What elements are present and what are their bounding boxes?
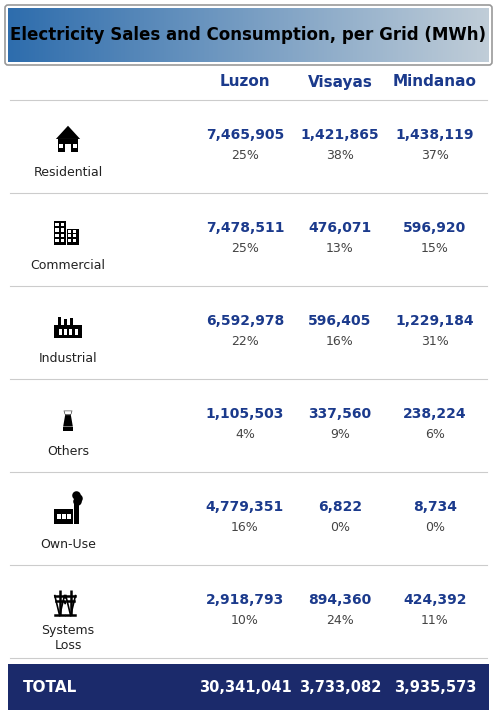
Bar bbox=[61, 239, 64, 243]
Bar bbox=[56, 223, 59, 227]
Text: 6,822: 6,822 bbox=[318, 500, 362, 514]
Text: Visayas: Visayas bbox=[308, 74, 372, 90]
Text: 31%: 31% bbox=[421, 335, 449, 348]
Text: Mindanao: Mindanao bbox=[393, 74, 477, 90]
Text: Industrial: Industrial bbox=[39, 352, 97, 365]
Bar bbox=[73, 235, 76, 238]
Text: 37%: 37% bbox=[421, 149, 449, 162]
Bar bbox=[74, 503, 80, 523]
Polygon shape bbox=[64, 411, 73, 415]
Polygon shape bbox=[56, 126, 80, 139]
Bar bbox=[54, 222, 66, 245]
Text: 13%: 13% bbox=[326, 243, 354, 256]
Bar bbox=[73, 144, 77, 148]
Bar bbox=[68, 230, 71, 232]
Text: 9%: 9% bbox=[330, 428, 350, 441]
Text: 476,071: 476,071 bbox=[308, 222, 372, 235]
Text: 596,405: 596,405 bbox=[308, 314, 372, 329]
Bar bbox=[71, 513, 72, 519]
Bar bbox=[54, 326, 82, 337]
Text: Own-Use: Own-Use bbox=[40, 538, 96, 551]
Bar bbox=[75, 329, 78, 334]
Text: 1,105,503: 1,105,503 bbox=[206, 407, 284, 422]
Text: Commercial: Commercial bbox=[30, 259, 105, 272]
Text: Electricity Sales and Consumption, per Grid (MWh): Electricity Sales and Consumption, per G… bbox=[10, 26, 487, 44]
Bar bbox=[61, 228, 64, 232]
Text: 4%: 4% bbox=[235, 428, 255, 441]
Text: 22%: 22% bbox=[231, 335, 259, 348]
Text: 24%: 24% bbox=[326, 614, 354, 627]
Bar bbox=[57, 513, 71, 519]
Bar bbox=[54, 509, 73, 523]
Polygon shape bbox=[64, 411, 72, 414]
Bar bbox=[58, 317, 61, 331]
Text: 424,392: 424,392 bbox=[403, 593, 467, 607]
Bar bbox=[56, 228, 59, 232]
Text: 596,920: 596,920 bbox=[404, 222, 467, 235]
Text: Residential: Residential bbox=[33, 166, 102, 179]
Text: 1,229,184: 1,229,184 bbox=[396, 314, 474, 329]
Text: 0%: 0% bbox=[425, 521, 445, 534]
Bar bbox=[71, 318, 74, 331]
Bar bbox=[59, 329, 62, 334]
Text: 38%: 38% bbox=[326, 149, 354, 162]
Bar bbox=[63, 427, 73, 430]
Text: TOTAL: TOTAL bbox=[23, 679, 77, 695]
Text: 7,478,511: 7,478,511 bbox=[206, 222, 284, 235]
Text: Others: Others bbox=[47, 445, 89, 458]
Text: 894,360: 894,360 bbox=[308, 593, 372, 607]
Text: 8,734: 8,734 bbox=[413, 500, 457, 514]
Text: 1,421,865: 1,421,865 bbox=[301, 129, 379, 142]
Text: 10%: 10% bbox=[231, 614, 259, 627]
Bar bbox=[61, 223, 64, 227]
Bar bbox=[68, 235, 71, 238]
Bar bbox=[64, 329, 67, 334]
Text: 6%: 6% bbox=[425, 428, 445, 441]
Text: 3,935,573: 3,935,573 bbox=[394, 679, 476, 695]
Text: 238,224: 238,224 bbox=[403, 407, 467, 422]
Text: Systems
Loss: Systems Loss bbox=[41, 624, 94, 651]
Text: 4,779,351: 4,779,351 bbox=[206, 500, 284, 514]
Polygon shape bbox=[63, 415, 73, 427]
Bar bbox=[69, 329, 73, 334]
Text: 1,438,119: 1,438,119 bbox=[396, 129, 474, 142]
Text: 25%: 25% bbox=[231, 243, 259, 256]
Bar bbox=[64, 319, 67, 331]
Text: 6,592,978: 6,592,978 bbox=[206, 314, 284, 329]
Text: 11%: 11% bbox=[421, 614, 449, 627]
Bar bbox=[73, 230, 76, 232]
Bar bbox=[54, 508, 73, 510]
Bar bbox=[73, 239, 76, 243]
Text: 25%: 25% bbox=[231, 149, 259, 162]
Bar bbox=[8, 664, 489, 710]
Bar bbox=[66, 513, 67, 519]
Bar bbox=[56, 233, 59, 237]
Text: 337,560: 337,560 bbox=[309, 407, 372, 422]
Bar bbox=[61, 233, 64, 237]
Text: 16%: 16% bbox=[231, 521, 259, 534]
Bar bbox=[71, 139, 74, 147]
Text: 16%: 16% bbox=[326, 335, 354, 348]
Bar bbox=[56, 239, 59, 243]
Text: 3,733,082: 3,733,082 bbox=[299, 679, 381, 695]
Bar bbox=[59, 144, 63, 148]
Text: Luzon: Luzon bbox=[220, 74, 270, 90]
Bar bbox=[58, 139, 78, 152]
Bar bbox=[66, 144, 71, 152]
Bar bbox=[68, 239, 71, 243]
Text: 30,341,041: 30,341,041 bbox=[199, 679, 291, 695]
Text: 2,918,793: 2,918,793 bbox=[206, 593, 284, 607]
Text: 0%: 0% bbox=[330, 521, 350, 534]
Text: 7,465,905: 7,465,905 bbox=[206, 129, 284, 142]
Text: 15%: 15% bbox=[421, 243, 449, 256]
Bar bbox=[67, 229, 79, 245]
